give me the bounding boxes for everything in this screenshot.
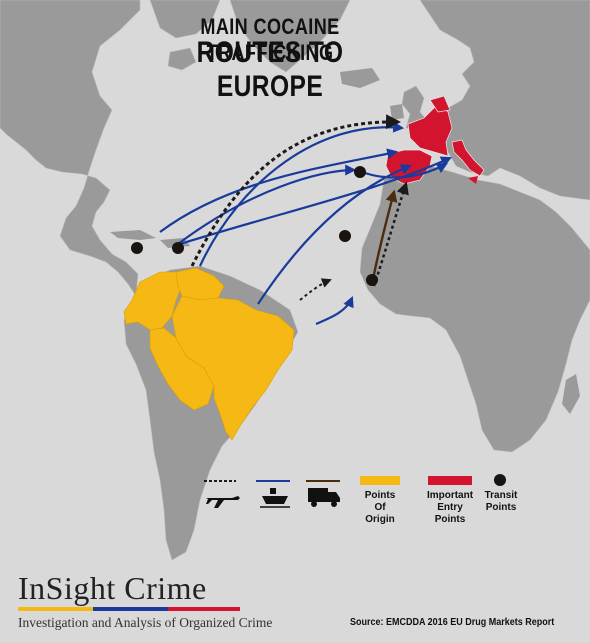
legend-origin-swatch: [360, 476, 400, 485]
truck-icon: [308, 488, 340, 507]
legend-transit-dot: [494, 474, 506, 486]
transit-point-cape-verde: [339, 230, 351, 242]
legend-origin-label-2: Of: [374, 502, 386, 513]
legend-entry-label-2: Entry: [437, 502, 463, 513]
transit-point-guinea: [366, 274, 378, 286]
iceland: [340, 68, 380, 88]
legend-origin-label-1: Points: [364, 490, 396, 501]
ship-route-caribbean-italy: [179, 156, 453, 246]
ship-route-caribbean-transit: [177, 164, 357, 245]
transit-point-azores: [354, 166, 366, 178]
ship-route-caribbean-spain: [159, 148, 399, 233]
cuba: [110, 230, 156, 240]
air-route-venezuela-france: [190, 114, 401, 267]
canada-islands: [149, 0, 221, 71]
ship-route-transit-italy: [361, 162, 448, 179]
air-route-westafrica-spain: [372, 181, 409, 287]
north-america: [0, 0, 141, 297]
africa: [359, 165, 590, 453]
legend-entry-label: Important Entry Points: [420, 490, 480, 526]
ireland: [390, 104, 404, 120]
airplane-icon: [206, 496, 240, 508]
ship-route-venezuela-france: [199, 121, 405, 267]
italy-entry: [451, 139, 485, 177]
source-note: Source: EMCDDA 2016 EU Drug Markets Repo…: [350, 617, 555, 628]
ship-icon: [260, 488, 290, 508]
map-title-line2: ROUTES TO EUROPE: [196, 36, 344, 103]
logo-tagline: Investigation and Analysis of Organized …: [18, 615, 273, 630]
legend-entry-label-1: Important: [426, 490, 474, 501]
ship-route-brazil-spain: [257, 164, 413, 305]
legend-entry-label-3: Points: [434, 514, 466, 525]
sicily-entry: [468, 176, 478, 184]
insight-crime-logo: InSight Crime: [18, 570, 207, 606]
belgium-nl-entry: [429, 95, 451, 113]
map-title-line1: MAIN COCAINE TRAFFICKING: [200, 14, 340, 65]
madagascar: [562, 374, 580, 414]
air-route-brazil-westafrica: [299, 278, 332, 301]
transit-point-caribbean-1: [131, 242, 143, 254]
legend-transit-label: Transit Points: [480, 490, 522, 514]
brazil-origin: [171, 295, 295, 441]
france-entry: [407, 103, 453, 157]
legend-origin-label-3: Origin: [365, 514, 395, 525]
legend-transit-label-1: Transit: [484, 490, 518, 501]
legend-origin-label: Points Of Origin: [352, 490, 408, 526]
legend-entry-swatch: [428, 476, 472, 485]
greenland: [229, 0, 351, 73]
logo-bar-red: [168, 607, 240, 611]
logo-bar-yellow: [18, 607, 93, 611]
ship-route-brazil-westafrica: [315, 295, 354, 326]
logo-bar-blue: [93, 607, 168, 611]
transit-point-caribbean-2: [172, 242, 184, 254]
legend-transit-label-2: Points: [485, 502, 517, 513]
